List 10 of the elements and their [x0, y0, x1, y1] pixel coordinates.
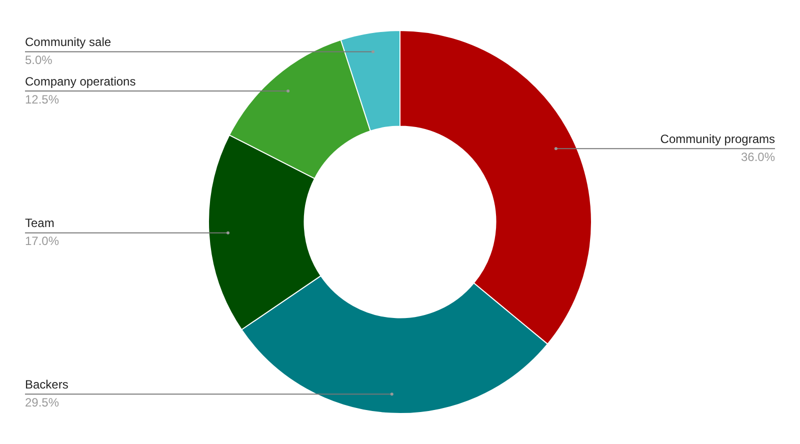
slice-label: Backers — [25, 377, 68, 392]
data-label: 36.0% — [740, 150, 776, 164]
slice-label: Company operations — [25, 74, 136, 88]
data-label: 12.5% — [25, 92, 60, 106]
slice-label: Team — [25, 216, 54, 230]
data-label: 29.5% — [25, 395, 60, 410]
data-label: 5.0% — [25, 53, 53, 68]
data-label: 17.0% — [25, 234, 60, 248]
slice-label: Community programs — [660, 132, 775, 146]
slice-label: Community sale — [25, 35, 112, 50]
